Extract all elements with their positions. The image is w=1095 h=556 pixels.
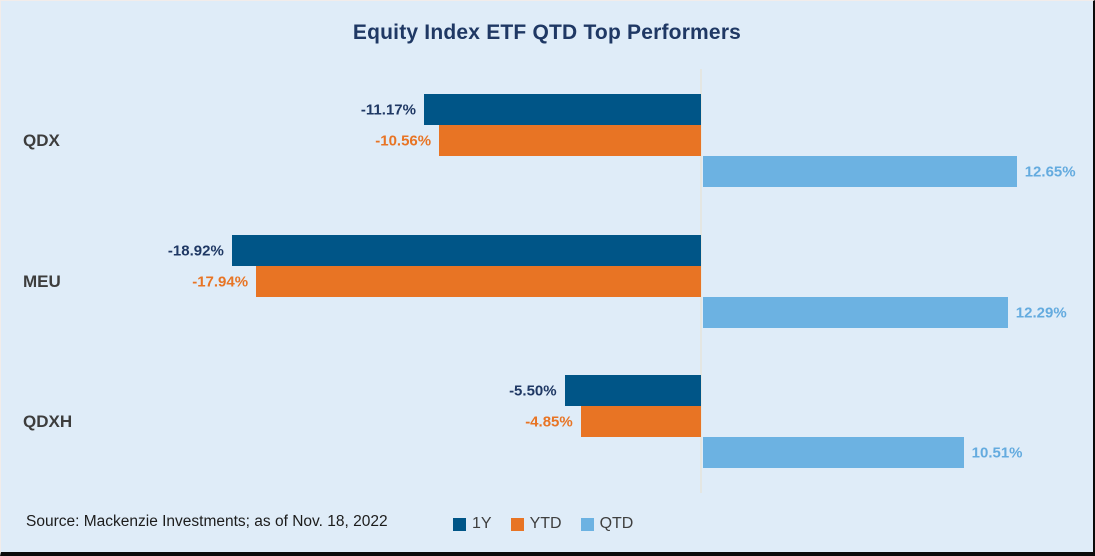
bar-meu-ytd — [256, 266, 701, 297]
legend-label-1y: 1Y — [472, 515, 492, 532]
bar-meu-1y — [231, 235, 701, 266]
value-label-qdxh-ytd: -4.85% — [525, 413, 573, 430]
value-label-qdxh-1y: -5.50% — [509, 382, 557, 399]
value-label-meu-1y: -18.92% — [167, 242, 224, 259]
value-label-meu-ytd: -17.94% — [192, 273, 249, 290]
legend-item-qtd: QTD — [580, 515, 634, 533]
bar-qdx-ytd — [439, 125, 701, 156]
bar-qdxh-1y — [564, 375, 701, 406]
bar-qdxh-qtd — [703, 437, 964, 468]
category-label-qdx: QDX — [23, 130, 60, 150]
legend-swatch-qtd-icon — [580, 517, 594, 531]
legend-label-ytd: YTD — [529, 515, 562, 532]
value-label-meu-qtd: 12.29% — [1015, 304, 1067, 321]
legend-item-ytd: YTD — [510, 515, 562, 533]
legend-swatch-1y-icon — [453, 517, 466, 531]
value-label-qdx-qtd: 12.65% — [1024, 163, 1076, 180]
chart-title: Equity Index ETF QTD Top Performers — [352, 21, 742, 44]
value-label-qdx-1y: -11.17% — [360, 101, 416, 118]
legend-label-qtd: QTD — [599, 515, 634, 532]
bar-qdx-qtd — [703, 156, 1017, 187]
legend-swatch-ytd-icon — [510, 517, 524, 531]
value-label-qdx-ytd: -10.56% — [375, 132, 432, 149]
source-note: Source: Mackenzie Investments; as of Nov… — [26, 513, 388, 530]
legend-item-1y: 1Y — [453, 515, 492, 533]
bar-qdxh-ytd — [580, 406, 701, 437]
bar-qdx-1y — [423, 94, 701, 125]
value-label-qdxh-qtd: 10.51% — [971, 444, 1023, 461]
bar-meu-qtd — [703, 297, 1008, 328]
category-label-qdxh: QDXH — [23, 411, 73, 431]
category-label-meu: MEU — [23, 271, 61, 291]
zero-axis-line — [700, 69, 702, 493]
legend: 1Y YTD QTD — [453, 515, 633, 533]
